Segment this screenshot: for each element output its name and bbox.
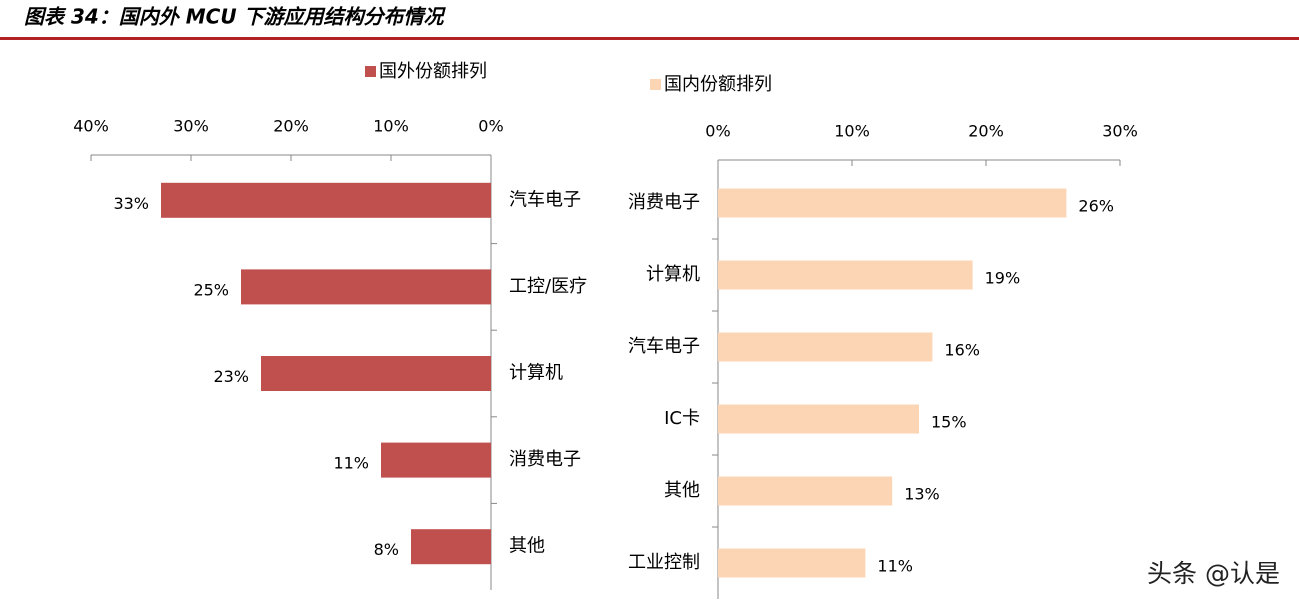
value-label: 13% xyxy=(904,485,940,504)
x-tick-label: 10% xyxy=(834,122,870,141)
value-label: 19% xyxy=(985,269,1021,288)
value-label: 26% xyxy=(1078,197,1114,216)
y-tick-label: 汽车电子 xyxy=(509,189,581,210)
bar xyxy=(718,404,919,434)
bar xyxy=(241,269,491,305)
bar xyxy=(718,476,893,506)
bar xyxy=(381,442,491,478)
y-tick-label: 消费电子 xyxy=(509,449,581,470)
legend-swatch xyxy=(365,66,376,77)
x-tick-label: 10% xyxy=(373,117,409,136)
page-title: 图表 34：国内外 MCU 下游应用结构分布情况 xyxy=(24,5,447,29)
y-tick-label: 计算机 xyxy=(646,264,700,285)
bar xyxy=(718,188,1067,218)
legend-label: 国内份额排列 xyxy=(664,74,772,95)
x-tick-label: 30% xyxy=(173,117,209,136)
watermark: 头条 @认是 xyxy=(1147,559,1280,588)
legend-swatch xyxy=(650,79,661,90)
y-tick-label: 工业控制 xyxy=(628,552,700,573)
x-tick-label: 20% xyxy=(273,117,309,136)
bar xyxy=(411,529,491,565)
bar xyxy=(261,356,491,391)
bar xyxy=(718,260,973,290)
bar xyxy=(161,182,491,218)
x-tick-label: 20% xyxy=(968,122,1004,141)
x-tick-label: 0% xyxy=(478,117,503,136)
value-label: 11% xyxy=(333,454,369,473)
y-tick-label: 计算机 xyxy=(509,363,563,384)
y-tick-label: 其他 xyxy=(509,536,545,557)
title-rule xyxy=(0,37,1299,40)
y-tick-label: IC卡 xyxy=(664,408,700,429)
bar xyxy=(718,332,933,362)
value-label: 33% xyxy=(113,194,149,213)
x-tick-label: 0% xyxy=(705,122,730,141)
x-tick-label: 30% xyxy=(1102,122,1138,141)
y-tick-label: 工控/医疗 xyxy=(509,276,587,297)
y-tick-label: 汽车电子 xyxy=(628,336,700,357)
value-label: 23% xyxy=(213,367,249,386)
value-label: 25% xyxy=(193,280,229,299)
value-label: 16% xyxy=(944,341,980,360)
y-tick-label: 消费电子 xyxy=(628,192,700,213)
x-tick-label: 40% xyxy=(73,117,109,136)
value-label: 8% xyxy=(374,540,399,559)
value-label: 15% xyxy=(931,413,967,432)
legend-label: 国外份额排列 xyxy=(379,61,487,82)
y-tick-label: 其他 xyxy=(664,480,700,501)
bar xyxy=(718,548,866,578)
value-label: 11% xyxy=(877,557,913,576)
